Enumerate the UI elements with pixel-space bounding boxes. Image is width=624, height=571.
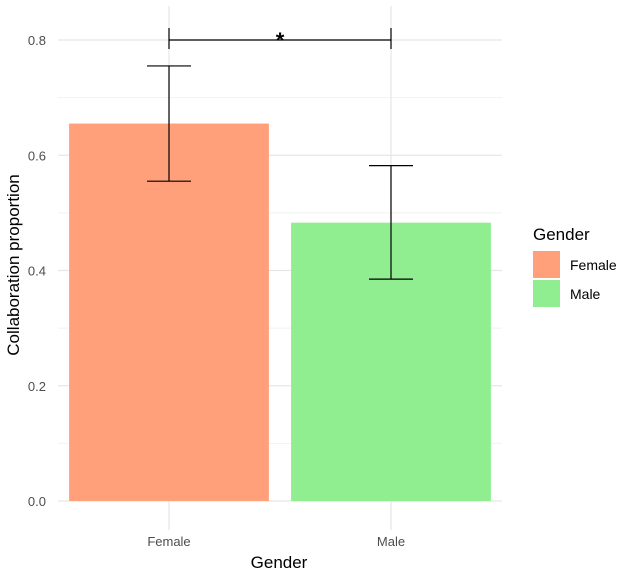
y-tick-label: 0.0 — [28, 494, 46, 509]
legend-item-female: Female — [533, 251, 617, 278]
significance-annotation: * — [168, 28, 392, 53]
error-bars — [147, 65, 413, 280]
legend-items: Female Male — [533, 251, 617, 307]
legend: Gender Female Male — [533, 225, 617, 307]
x-tick-labels: Female Male — [147, 534, 405, 549]
x-tick-label: Female — [147, 534, 190, 549]
errorbar-female — [147, 65, 191, 182]
y-tick-label: 0.6 — [28, 148, 46, 163]
y-tick-label: 0.2 — [28, 379, 46, 394]
y-axis-title: Collaboration proportion — [4, 174, 23, 355]
y-tick-labels: 0.0 0.2 0.4 0.6 0.8 — [28, 33, 46, 509]
legend-label: Male — [570, 286, 601, 302]
bar-female — [69, 123, 269, 502]
legend-item-male: Male — [533, 280, 601, 307]
legend-swatch — [533, 280, 560, 307]
legend-label: Female — [570, 257, 617, 273]
errorbar-male — [369, 165, 413, 280]
x-axis-title: Gender — [251, 553, 308, 571]
significance-label: * — [276, 28, 285, 53]
bars — [69, 123, 491, 502]
y-tick-label: 0.8 — [28, 33, 46, 48]
legend-title: Gender — [533, 225, 590, 244]
y-tick-label: 0.4 — [28, 264, 46, 279]
legend-swatch — [533, 251, 560, 278]
x-tick-label: Male — [377, 534, 405, 549]
